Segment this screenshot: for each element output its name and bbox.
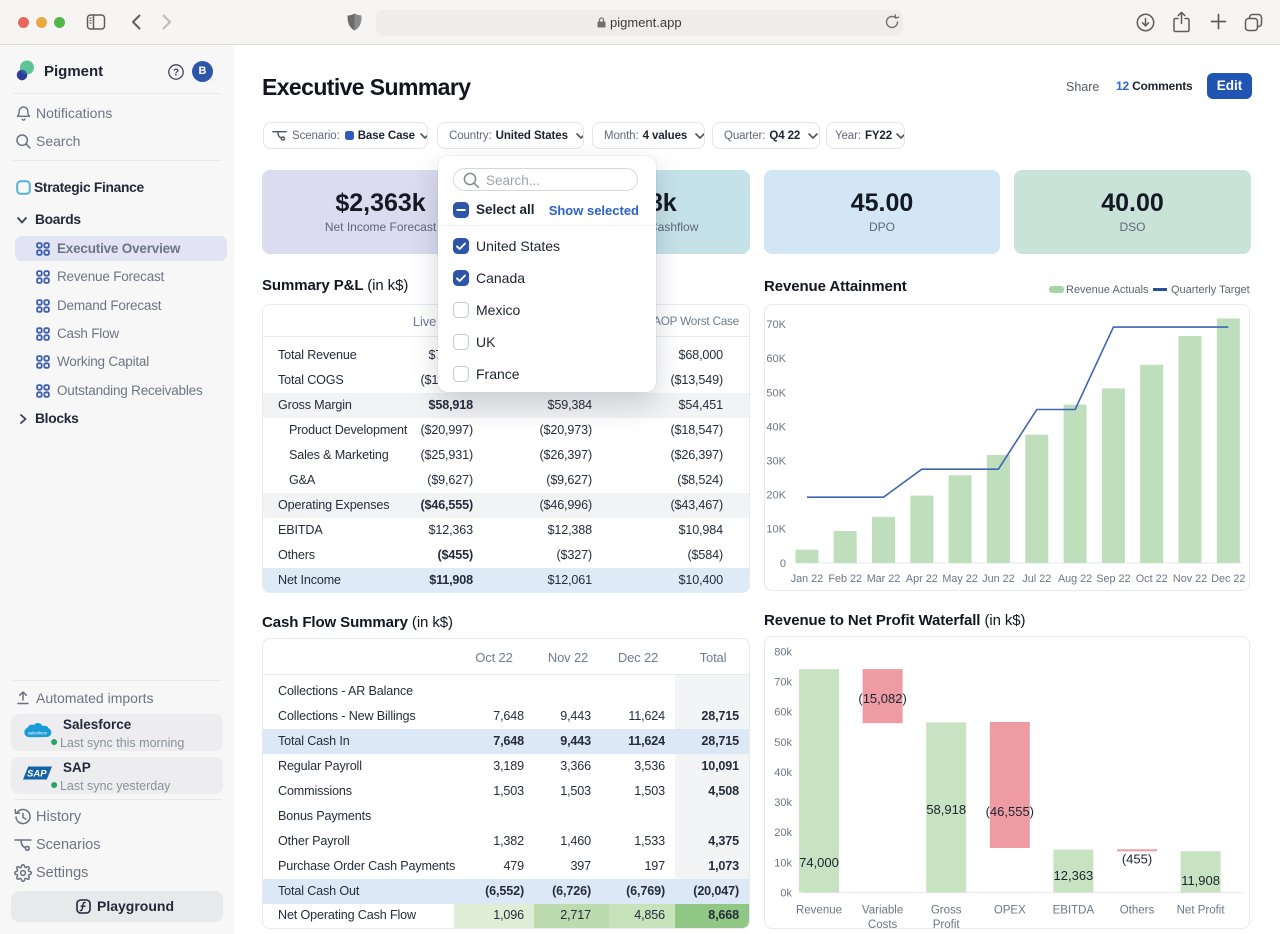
svg-text:Jul 22: Jul 22 <box>1022 573 1051 585</box>
svg-text:0: 0 <box>780 558 786 570</box>
svg-text:80k: 80k <box>774 646 792 658</box>
svg-text:(455): (455) <box>1122 852 1152 867</box>
svg-text:Variable: Variable <box>862 905 903 917</box>
svg-text:Apr 22: Apr 22 <box>906 573 938 585</box>
svg-text:Aug 22: Aug 22 <box>1058 573 1092 585</box>
svg-text:58,918: 58,918 <box>926 802 966 817</box>
svg-text:?: ? <box>173 68 179 79</box>
svg-text:Nov 22: Nov 22 <box>1173 573 1207 585</box>
svg-text:Feb 22: Feb 22 <box>828 573 862 585</box>
svg-text:(46,555): (46,555) <box>986 804 1034 819</box>
svg-text:Oct 22: Oct 22 <box>1136 573 1168 585</box>
svg-text:30k: 30k <box>774 797 792 809</box>
svg-text:Jun 22: Jun 22 <box>982 573 1014 585</box>
svg-text:40K: 40K <box>766 421 786 433</box>
svg-text:Mar 22: Mar 22 <box>867 573 901 585</box>
svg-text:SAP: SAP <box>27 769 47 780</box>
svg-text:12,363: 12,363 <box>1054 868 1094 883</box>
svg-text:50k: 50k <box>774 737 792 749</box>
svg-text:Jan 22: Jan 22 <box>791 573 823 585</box>
svg-text:Revenue: Revenue <box>796 905 842 917</box>
svg-text:Dec 22: Dec 22 <box>1211 573 1245 585</box>
svg-text:30K: 30K <box>766 456 786 468</box>
svg-text:10K: 10K <box>766 524 786 536</box>
svg-text:11,908: 11,908 <box>1181 873 1220 888</box>
svg-text:EBITDA: EBITDA <box>1053 905 1095 917</box>
svg-text:60K: 60K <box>766 353 786 365</box>
svg-text:74,000: 74,000 <box>799 855 839 870</box>
svg-text:10k: 10k <box>774 857 792 869</box>
svg-text:20K: 20K <box>766 490 786 502</box>
svg-text:Costs: Costs <box>868 919 898 928</box>
svg-text:50K: 50K <box>766 387 786 399</box>
svg-text:Gross: Gross <box>931 905 962 917</box>
svg-text:70K: 70K <box>766 319 786 331</box>
svg-text:salesforce: salesforce <box>28 730 48 735</box>
svg-text:0k: 0k <box>780 887 792 899</box>
svg-text:60k: 60k <box>774 707 792 719</box>
svg-text:20k: 20k <box>774 827 792 839</box>
svg-text:OPEX: OPEX <box>994 905 1026 917</box>
svg-text:May 22: May 22 <box>942 573 977 585</box>
svg-text:Net Profit: Net Profit <box>1177 905 1226 917</box>
svg-text:Profit: Profit <box>933 919 961 928</box>
svg-text:(15,082): (15,082) <box>858 691 906 706</box>
svg-text:40k: 40k <box>774 767 792 779</box>
svg-text:Others: Others <box>1120 905 1155 917</box>
svg-text:70k: 70k <box>774 677 792 689</box>
svg-text:Sep 22: Sep 22 <box>1096 573 1130 585</box>
